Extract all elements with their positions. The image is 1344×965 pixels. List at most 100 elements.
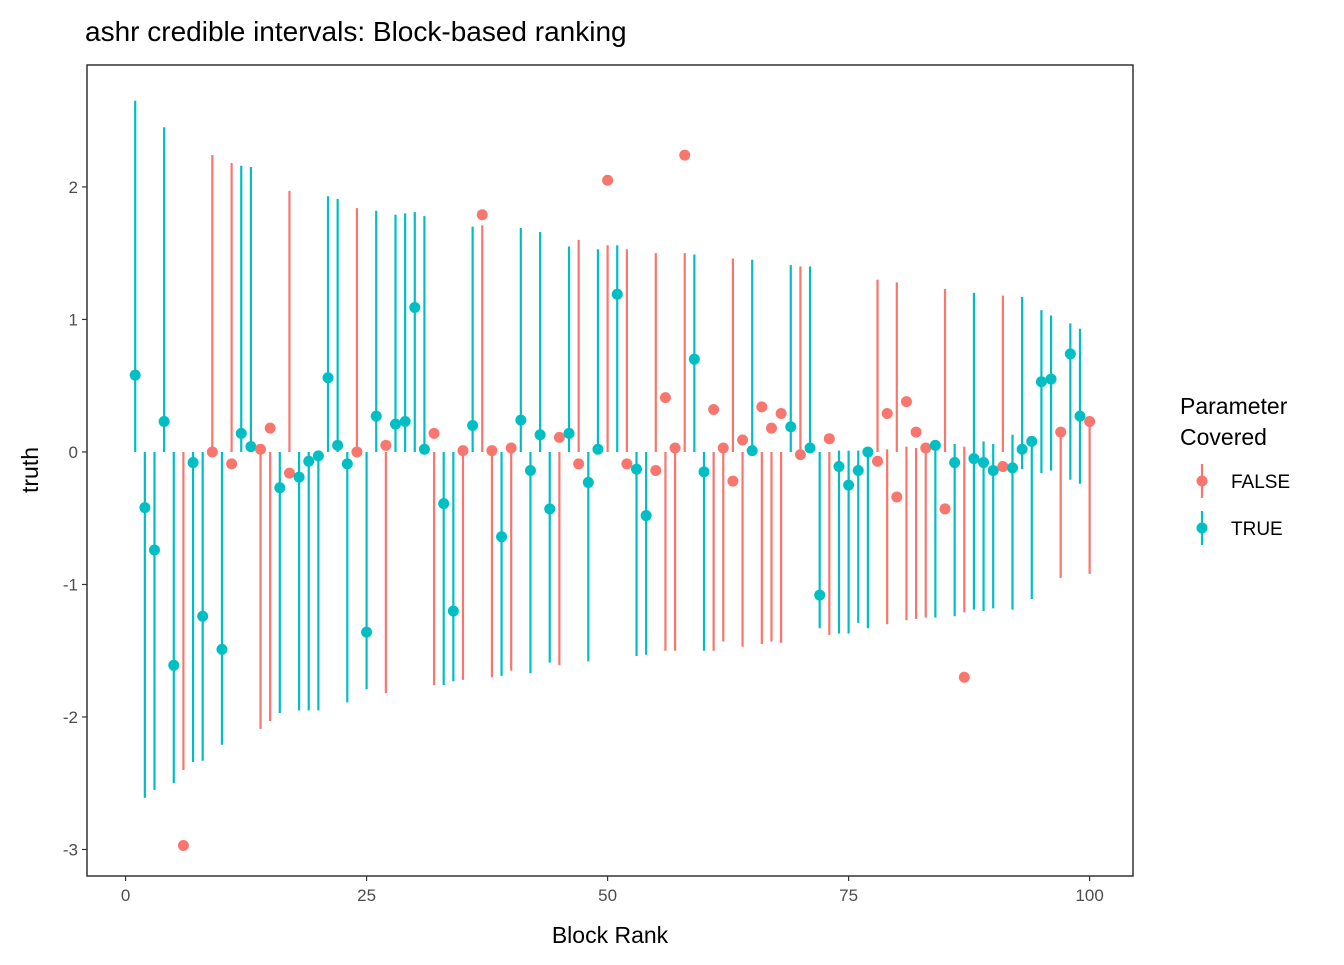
point-30 xyxy=(409,302,421,314)
point-80 xyxy=(891,491,903,503)
point-56 xyxy=(659,392,671,404)
legend-label-false: FALSE xyxy=(1231,472,1290,493)
legend-key-point-false xyxy=(1196,475,1208,487)
point-52 xyxy=(621,458,633,470)
point-81 xyxy=(900,396,912,408)
point-85 xyxy=(939,503,951,515)
legend-label-true: TRUE xyxy=(1231,519,1283,540)
point-61 xyxy=(708,404,720,416)
point-3 xyxy=(148,544,160,556)
point-54 xyxy=(640,510,652,522)
point-83 xyxy=(920,442,932,454)
y-tick-label: 0 xyxy=(69,443,78,462)
point-42 xyxy=(524,465,536,476)
data-marks xyxy=(129,100,1096,852)
x-tick-label: 25 xyxy=(357,886,376,905)
point-28 xyxy=(389,418,401,430)
point-87 xyxy=(958,671,970,683)
x-tick-label: 0 xyxy=(121,886,130,905)
point-22 xyxy=(332,439,344,451)
point-25 xyxy=(361,626,373,638)
point-35 xyxy=(457,445,469,457)
point-40 xyxy=(505,442,517,454)
point-6 xyxy=(177,840,189,852)
point-36 xyxy=(467,419,479,431)
point-24 xyxy=(351,446,363,458)
point-8 xyxy=(197,610,209,622)
point-67 xyxy=(765,422,777,434)
point-96 xyxy=(1045,373,1057,385)
point-89 xyxy=(978,457,990,469)
y-tick-label: -2 xyxy=(63,708,78,727)
point-47 xyxy=(573,458,585,470)
point-86 xyxy=(949,457,961,469)
point-66 xyxy=(756,401,768,413)
point-23 xyxy=(341,458,353,470)
point-99 xyxy=(1074,410,1086,422)
point-60 xyxy=(698,466,710,478)
point-72 xyxy=(814,589,826,601)
point-19 xyxy=(303,455,315,467)
point-75 xyxy=(843,479,855,491)
y-axis: -3 -2 -1 0 1 2 xyxy=(63,178,87,859)
legend-item-false: FALSE xyxy=(1196,464,1290,498)
point-38 xyxy=(486,445,498,457)
point-78 xyxy=(872,455,884,467)
point-41 xyxy=(515,414,527,426)
legend-title-line1: Parameter xyxy=(1180,393,1288,419)
point-32 xyxy=(428,427,440,439)
y-tick-label: 2 xyxy=(69,178,78,197)
point-13 xyxy=(245,441,257,453)
point-71 xyxy=(804,442,816,454)
point-14 xyxy=(255,443,267,455)
point-65 xyxy=(746,445,758,457)
point-55 xyxy=(650,465,662,476)
point-33 xyxy=(438,498,450,510)
x-tick-label: 50 xyxy=(598,886,617,905)
y-tick-label: 1 xyxy=(69,310,78,329)
point-64 xyxy=(737,434,749,446)
legend: Parameter Covered FALSE TRUE xyxy=(1180,393,1290,545)
legend-item-true: TRUE xyxy=(1196,511,1283,545)
point-7 xyxy=(187,457,199,469)
point-70 xyxy=(794,449,806,461)
point-9 xyxy=(206,446,218,458)
point-37 xyxy=(476,209,488,221)
y-axis-label: truth xyxy=(17,447,43,493)
point-49 xyxy=(592,443,604,455)
point-21 xyxy=(322,372,334,384)
point-84 xyxy=(929,439,941,451)
x-tick-label: 75 xyxy=(839,886,858,905)
point-20 xyxy=(312,450,324,462)
legend-key-point-true xyxy=(1196,522,1208,534)
point-1 xyxy=(129,369,141,381)
point-44 xyxy=(544,503,556,515)
point-90 xyxy=(987,465,999,476)
point-79 xyxy=(881,408,893,420)
point-68 xyxy=(775,408,787,420)
point-73 xyxy=(823,433,835,445)
point-62 xyxy=(717,442,729,454)
point-93 xyxy=(1016,443,1028,455)
point-18 xyxy=(293,471,305,483)
point-16 xyxy=(274,482,286,494)
point-27 xyxy=(380,439,392,451)
point-10 xyxy=(216,643,228,655)
point-26 xyxy=(370,410,382,422)
point-57 xyxy=(669,442,681,454)
point-53 xyxy=(631,463,643,475)
point-31 xyxy=(418,443,430,455)
point-17 xyxy=(283,467,295,479)
point-48 xyxy=(582,476,594,488)
chart-title: ashr credible intervals: Block-based ran… xyxy=(85,16,627,47)
point-100 xyxy=(1084,415,1096,427)
legend-title-line2: Covered xyxy=(1180,424,1267,450)
plot-panel xyxy=(86,64,1134,877)
point-97 xyxy=(1055,426,1067,438)
point-2 xyxy=(139,502,151,514)
x-tick-label: 100 xyxy=(1075,886,1103,905)
point-74 xyxy=(833,461,845,473)
y-tick-label: -1 xyxy=(63,575,78,594)
point-45 xyxy=(553,431,565,443)
